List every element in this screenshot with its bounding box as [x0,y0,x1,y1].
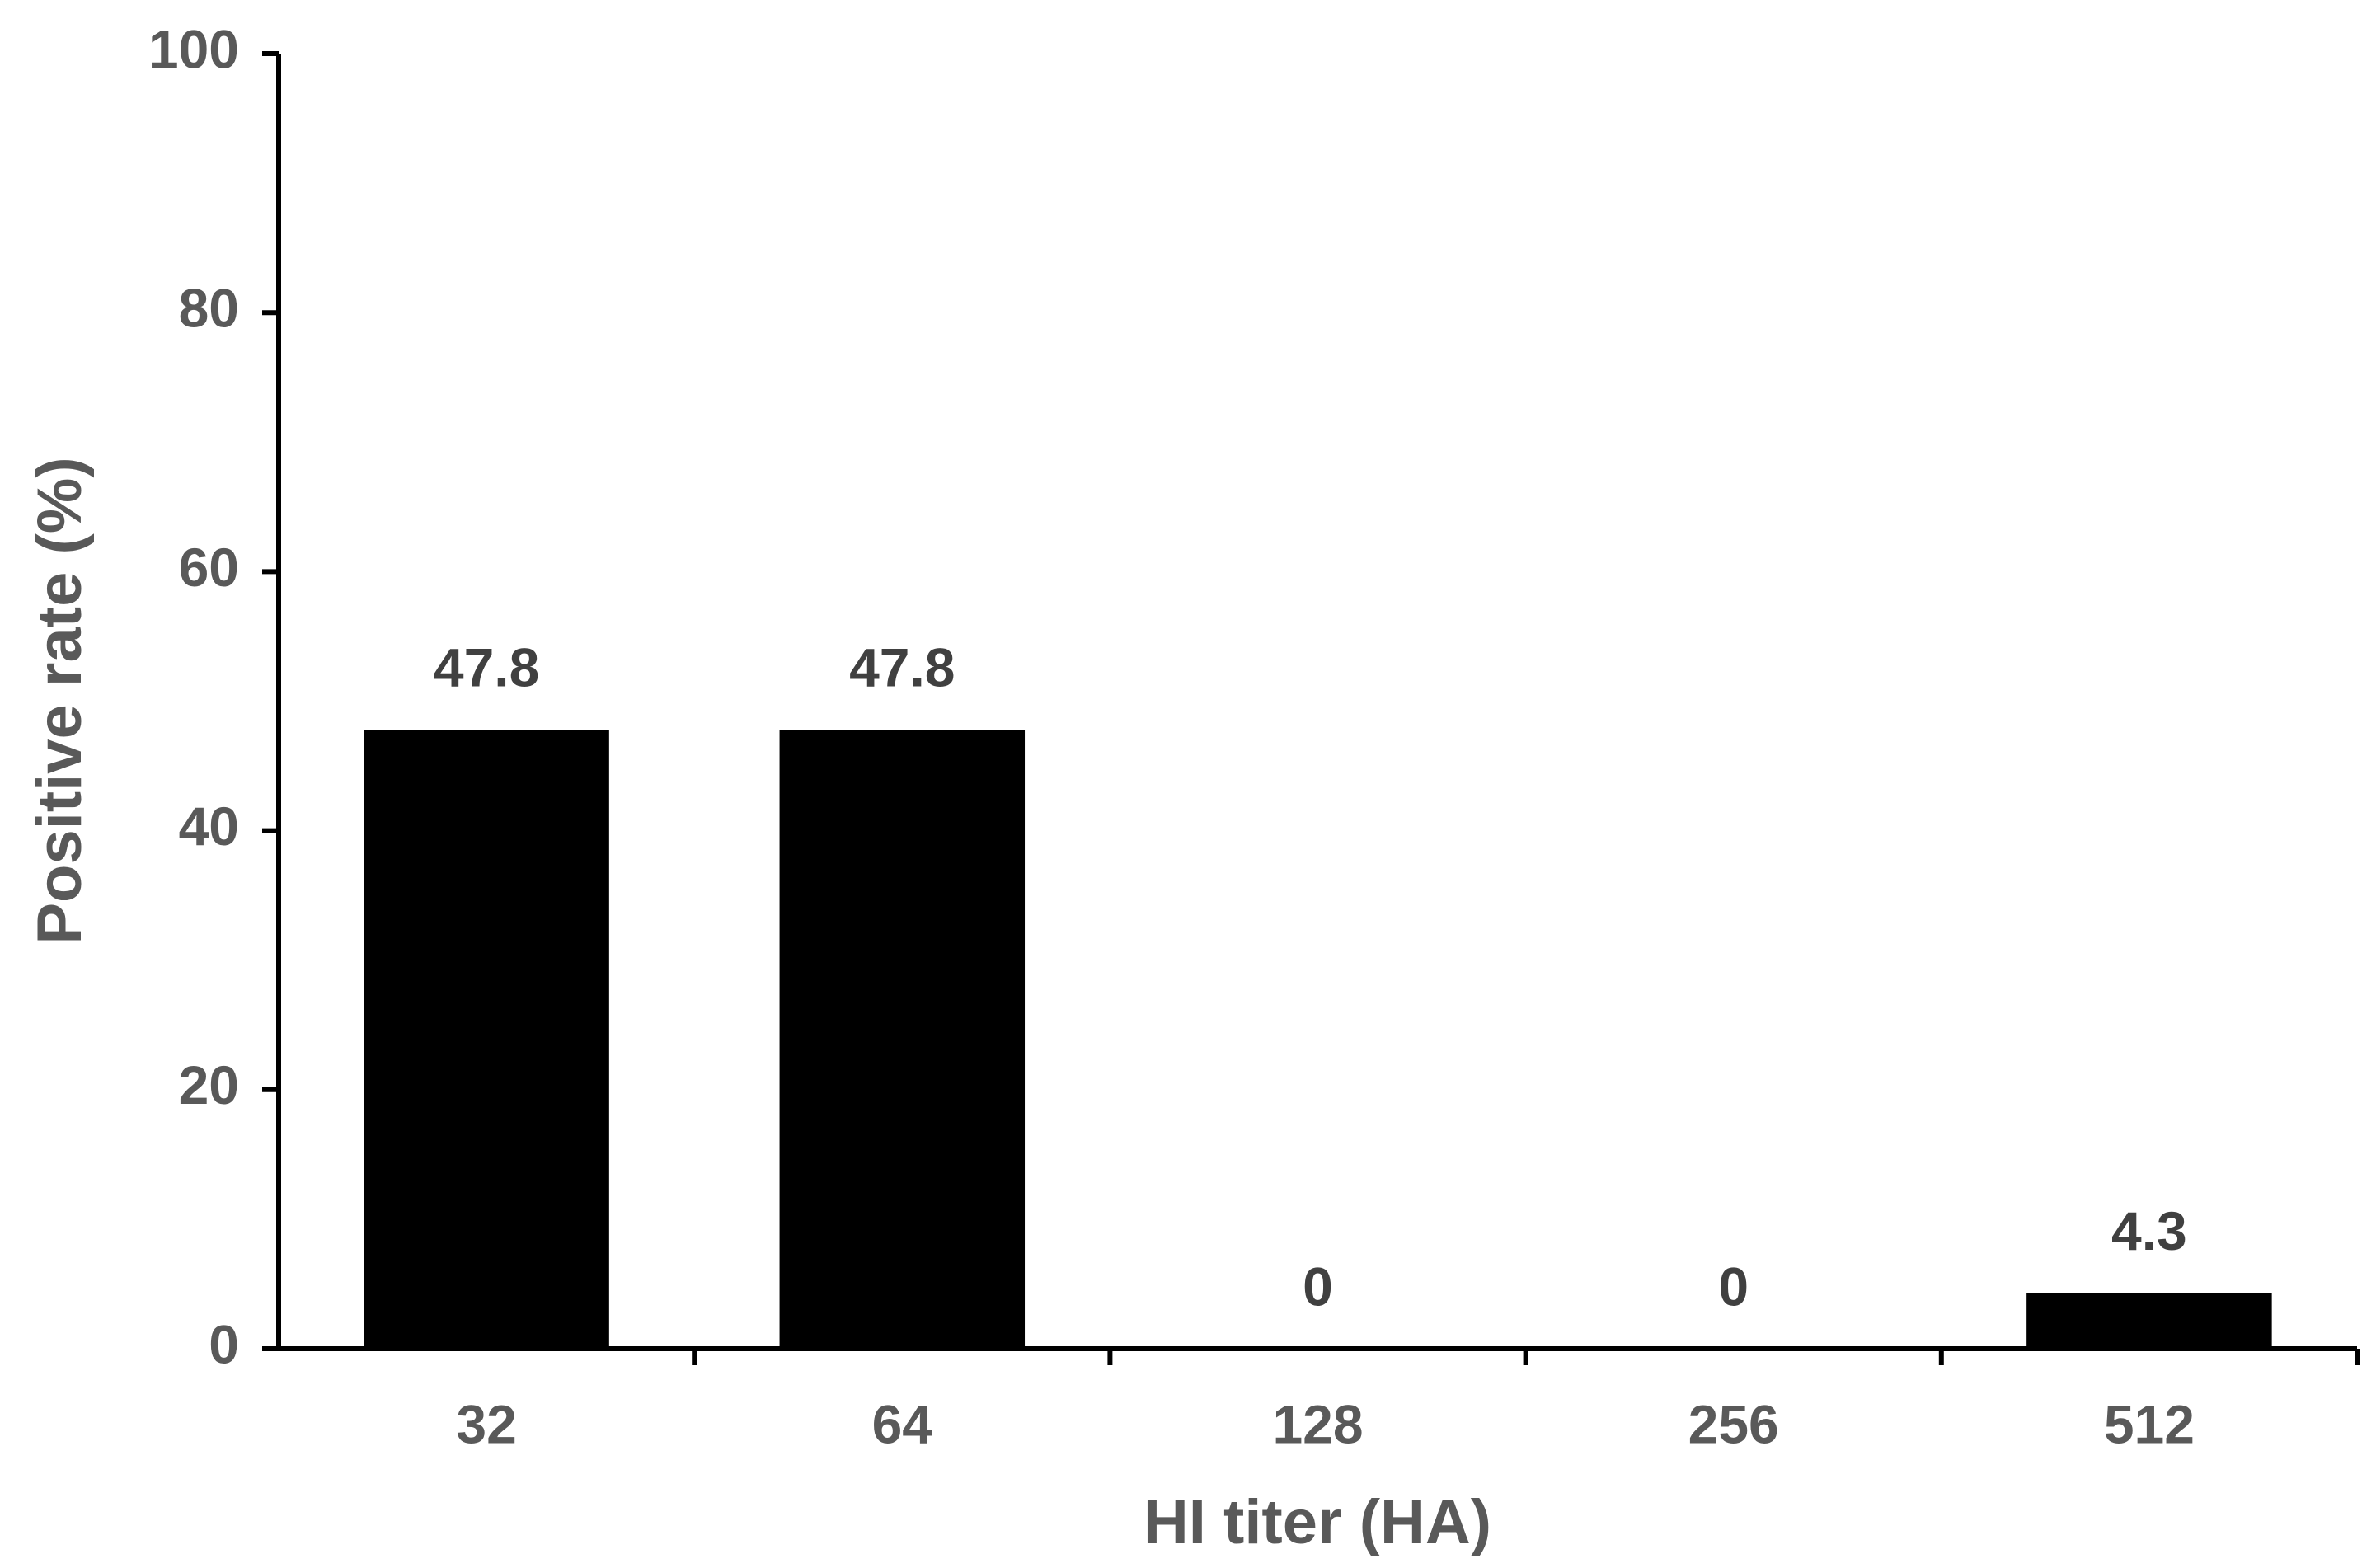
x-tick-label: 128 [1272,1393,1363,1454]
value-label: 4.3 [2111,1200,2187,1261]
bar [779,730,1026,1349]
value-label: 47.8 [434,636,539,697]
y-axis-label: Positive rate (%) [25,457,95,944]
x-tick-label: 32 [456,1393,516,1454]
x-tick-label: 256 [1688,1393,1779,1454]
value-label: 0 [1718,1256,1749,1317]
value-label: 47.8 [849,636,955,697]
y-tick-label: 80 [179,278,239,339]
bar [364,730,609,1349]
y-tick-label: 60 [179,537,239,598]
x-tick-label: 64 [872,1393,933,1454]
x-tick-label: 512 [2104,1393,2195,1454]
bar [2026,1293,2272,1349]
y-tick-label: 20 [179,1054,239,1115]
y-tick-label: 0 [209,1313,239,1374]
y-tick-label: 100 [148,18,239,79]
value-label: 0 [1303,1256,1333,1317]
y-tick-label: 40 [179,796,239,857]
x-axis-label: HI titer (HA) [1143,1487,1491,1557]
